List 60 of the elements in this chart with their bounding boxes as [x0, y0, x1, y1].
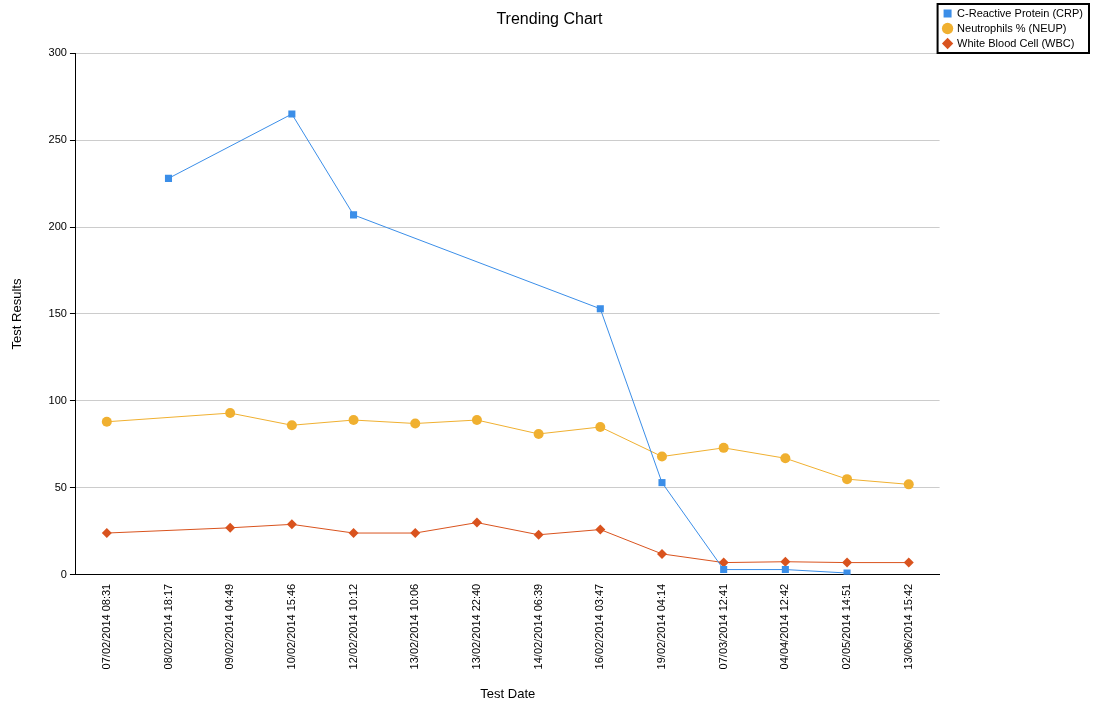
- x-tick-label: 14/02/2014 06:39: [531, 583, 544, 670]
- point: [350, 211, 358, 219]
- point: [656, 548, 667, 559]
- x-tick-label: 10/02/2014 15:46: [284, 583, 297, 670]
- x-tick-label: 04/04/2014 12:42: [778, 583, 791, 670]
- x-tick-label: 16/02/2014 03:47: [593, 583, 606, 670]
- point: [780, 453, 791, 464]
- x-tick-label: 13/06/2014 15:42: [901, 583, 914, 670]
- x-tick-label: 07/03/2014 12:41: [716, 583, 729, 670]
- point: [288, 110, 296, 118]
- y-tick-label: 300: [48, 46, 67, 59]
- point: [781, 566, 789, 574]
- point: [903, 557, 914, 568]
- point: [533, 529, 544, 540]
- point: [903, 479, 914, 490]
- point: [656, 451, 667, 462]
- point: [658, 479, 666, 487]
- legend-label: White Blood Cell (WBC): [957, 36, 1075, 49]
- point: [164, 174, 173, 182]
- point: [595, 524, 606, 535]
- point: [842, 474, 853, 485]
- x-tick-label: 07/02/2014 08:31: [99, 583, 112, 670]
- point: [348, 528, 359, 539]
- point: [225, 408, 236, 419]
- point: [471, 517, 482, 528]
- point: [410, 528, 421, 539]
- point: [410, 418, 421, 429]
- y-tick-label: 200: [48, 220, 67, 233]
- legend-label: Neutrophils % (NEUP): [957, 21, 1067, 34]
- point: [101, 528, 112, 539]
- x-tick-label: 02/05/2014 14:51: [840, 583, 853, 670]
- y-tick-label: 100: [48, 393, 67, 406]
- x-axis-title: Test Date: [480, 685, 536, 701]
- y-tick-label: 50: [54, 480, 67, 493]
- y-tick-label: 250: [48, 133, 67, 146]
- point: [842, 557, 853, 568]
- point: [720, 566, 728, 574]
- y-tick-label: 150: [48, 307, 67, 320]
- y-axis-title: Test Results: [9, 278, 25, 350]
- point: [780, 556, 791, 567]
- x-tick-label: 09/02/2014 04:49: [223, 583, 236, 670]
- point: [348, 415, 359, 426]
- point: [718, 442, 729, 453]
- point: [596, 305, 604, 313]
- point: [843, 569, 851, 575]
- point: [286, 420, 297, 431]
- x-tick-label: 08/02/2014 18:17: [161, 583, 174, 670]
- x-tick-label: 13/02/2014 22:40: [469, 583, 482, 670]
- point: [225, 522, 236, 533]
- point: [101, 416, 112, 427]
- point: [286, 519, 297, 530]
- x-tick-label: 13/02/2014 10:06: [408, 583, 421, 670]
- x-tick-label: 12/02/2014 10:12: [346, 583, 359, 670]
- point: [533, 428, 544, 439]
- legend-label: C-Reactive Protein (CRP): [957, 6, 1083, 19]
- chart-title: Trending Chart: [496, 10, 604, 28]
- y-tick-label: 0: [60, 567, 67, 580]
- point: [471, 415, 482, 426]
- x-tick-label: 19/02/2014 04:14: [655, 583, 668, 670]
- point: [595, 421, 606, 432]
